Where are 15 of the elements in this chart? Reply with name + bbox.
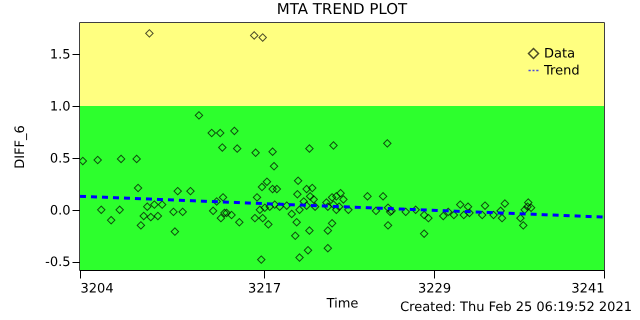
x-axis-title: Time xyxy=(326,296,358,312)
y-tick-label: 0.5 xyxy=(50,151,70,166)
chart-title: MTA TREND PLOT xyxy=(276,0,408,18)
text: Created: Thu Feb 25 06:19:52 2021 xyxy=(400,300,632,315)
y-tick-label: 1.5 xyxy=(50,48,70,63)
y-tick-label: 0.0 xyxy=(50,203,70,218)
y-tick-label: -0.5 xyxy=(45,255,70,270)
x-tick-label: 3217 xyxy=(248,282,282,296)
legend-label: Trend xyxy=(543,64,580,78)
x-tick-label: 3204 xyxy=(80,282,114,296)
x-tick-label: 3241 xyxy=(571,282,604,296)
y-axis-title: DIFF_6 xyxy=(13,125,28,169)
legend-label: Data xyxy=(544,46,576,62)
x-tick-label: 3229 xyxy=(418,282,452,296)
y-tick-label: 1.0 xyxy=(50,100,70,115)
